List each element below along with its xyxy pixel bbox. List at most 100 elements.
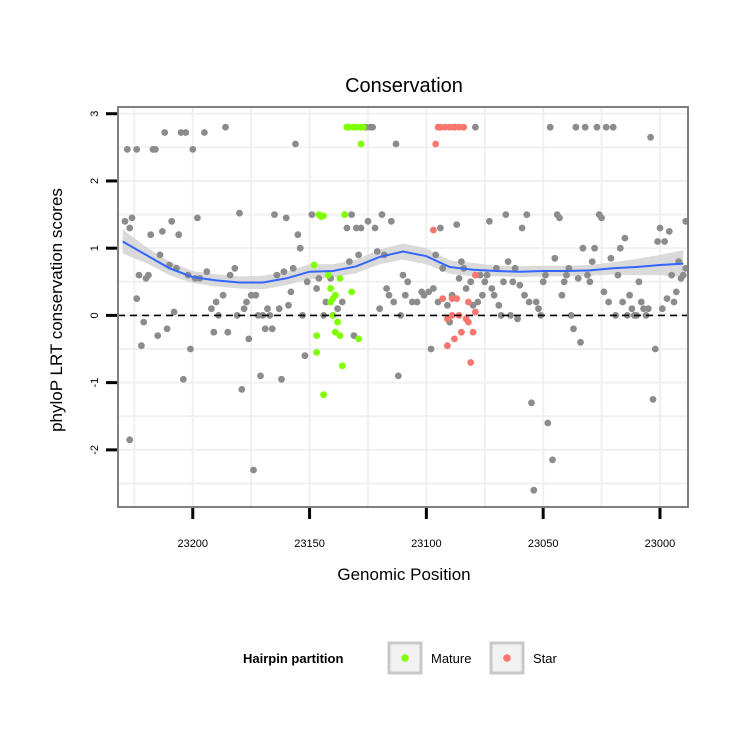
- data-point-other: [474, 298, 482, 306]
- data-point-other: [486, 217, 493, 225]
- data-point-other: [334, 305, 341, 313]
- data-point-other: [271, 211, 278, 219]
- data-point-other: [394, 372, 402, 380]
- x-tick-label: 23050: [528, 538, 559, 550]
- data-point-other: [439, 264, 447, 272]
- data-point-other: [203, 268, 211, 276]
- data-point-other: [539, 278, 547, 286]
- data-point-other: [401, 291, 409, 299]
- data-point-other: [577, 338, 584, 346]
- data-point-mature: [313, 332, 320, 339]
- chart-title: Conservation: [345, 75, 463, 97]
- data-point-other: [308, 211, 316, 219]
- data-point-other: [556, 214, 563, 222]
- data-point-other: [201, 129, 208, 136]
- data-point-mature: [320, 212, 327, 220]
- data-point-other: [535, 305, 542, 313]
- data-point-other: [222, 123, 229, 131]
- data-point-other: [140, 318, 148, 326]
- data-point-other: [521, 291, 528, 299]
- data-point-mature: [324, 271, 332, 279]
- data-point-other: [261, 325, 269, 333]
- data-point-other: [287, 288, 295, 296]
- data-point-star: [448, 312, 456, 319]
- legend-label-mature: Mature: [431, 651, 471, 666]
- data-point-star: [441, 123, 449, 131]
- data-point-star: [460, 123, 468, 131]
- data-point-other: [352, 224, 360, 232]
- data-point-other: [665, 228, 673, 235]
- data-point-other: [233, 312, 241, 319]
- data-point-other: [607, 254, 615, 262]
- data-point-other: [654, 238, 661, 245]
- data-point-other: [390, 298, 398, 306]
- data-point-other: [408, 298, 416, 306]
- data-point-other: [483, 271, 491, 279]
- data-point-mature: [320, 391, 327, 399]
- data-point-other: [245, 335, 253, 343]
- data-point-other: [644, 305, 652, 313]
- data-point-other: [581, 123, 589, 131]
- data-point-other: [588, 258, 596, 265]
- data-point-other: [546, 123, 554, 131]
- data-point-star: [451, 335, 458, 343]
- data-point-other: [572, 123, 580, 131]
- data-point-other: [584, 271, 591, 279]
- legend-dot-star: [503, 654, 511, 662]
- data-point-other: [507, 312, 514, 319]
- data-point-other: [661, 238, 668, 245]
- data-point-other: [133, 146, 141, 153]
- data-point-mature: [359, 123, 367, 131]
- data-point-other: [226, 271, 234, 279]
- data-point-other: [268, 325, 276, 333]
- data-point-mature: [355, 335, 362, 343]
- data-point-other: [383, 285, 390, 292]
- data-point-other: [668, 271, 675, 279]
- data-point-other: [238, 386, 246, 393]
- data-point-other: [605, 298, 612, 306]
- data-point-other: [511, 264, 519, 272]
- data-point-mature: [338, 362, 346, 370]
- data-point-other: [525, 298, 533, 306]
- data-point-other: [252, 291, 260, 299]
- data-point-other: [371, 224, 379, 232]
- data-point-other: [224, 328, 232, 336]
- data-point-other: [243, 298, 250, 306]
- data-point-other: [619, 298, 626, 306]
- data-point-other: [292, 140, 299, 148]
- smooth-line: [122, 240, 684, 284]
- data-point-other: [432, 251, 440, 259]
- data-point-star: [472, 271, 479, 279]
- data-point-other: [504, 258, 512, 265]
- data-point-star: [444, 342, 451, 350]
- data-point-other: [523, 211, 531, 219]
- data-point-other: [236, 209, 243, 217]
- data-point-star: [469, 328, 477, 336]
- data-point-other: [369, 123, 376, 131]
- data-point-other: [626, 291, 633, 299]
- data-point-other: [637, 298, 645, 306]
- data-point-other: [387, 217, 395, 225]
- data-point-other: [355, 251, 362, 259]
- data-point-other: [345, 258, 353, 265]
- data-point-other: [455, 275, 463, 282]
- data-point-other: [621, 234, 629, 242]
- data-point-mature: [331, 291, 339, 299]
- data-point-other: [250, 466, 257, 474]
- data-point-star: [472, 308, 479, 316]
- data-point-other: [434, 298, 442, 306]
- data-point-star: [432, 140, 440, 148]
- data-point-other: [273, 271, 281, 279]
- data-point-star: [465, 318, 472, 326]
- data-point-other: [679, 271, 687, 279]
- data-point-other: [663, 295, 671, 302]
- data-point-other: [672, 288, 680, 296]
- data-point-other: [212, 298, 220, 306]
- data-point-other: [163, 325, 171, 333]
- x-tick-label: 23200: [177, 538, 208, 550]
- data-point-other: [591, 244, 598, 252]
- data-point-other: [296, 244, 304, 252]
- legend-key-star: [489, 641, 525, 675]
- data-point-other: [518, 224, 526, 232]
- data-point-other: [490, 291, 498, 299]
